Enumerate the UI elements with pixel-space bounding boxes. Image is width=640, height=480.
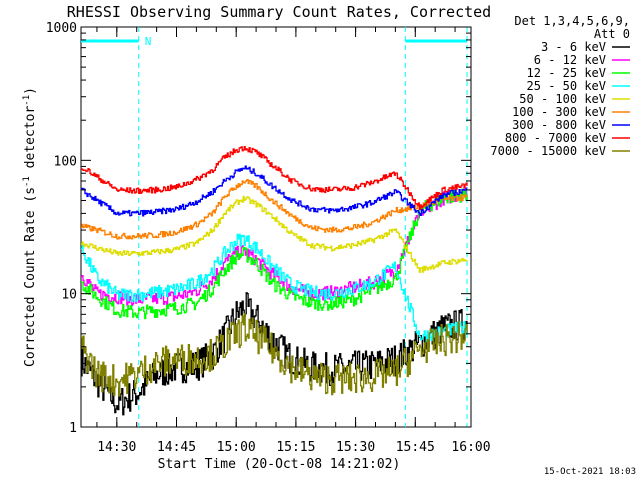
series-line-8 bbox=[81, 146, 468, 211]
x-axis-label: Start Time (20-Oct-08 14:21:02) bbox=[158, 457, 401, 472]
series-line-4 bbox=[81, 233, 468, 343]
series-line-7 bbox=[81, 165, 468, 217]
y-axis-label-end: ) bbox=[23, 87, 38, 95]
y-axis-label: Corrected Count Rate (s-1 detector-1) bbox=[22, 87, 38, 367]
legend-label: 50 - 100 keV bbox=[519, 92, 606, 106]
corner-timestamp: 15-Oct-2021 18:03 bbox=[544, 467, 636, 477]
y-tick-label: 10 bbox=[61, 288, 77, 303]
legend-header-line2: Att 0 bbox=[594, 27, 630, 41]
y-axis: 1 10 100 1000 bbox=[46, 21, 471, 436]
x-axis: 14:30 14:45 15:00 15:15 15:30 15:45 16:00 bbox=[96, 27, 491, 455]
legend-label: 3 - 6 keV bbox=[541, 40, 606, 54]
legend-label: 7000 - 15000 keV bbox=[490, 144, 606, 158]
x-tick-label: 14:30 bbox=[97, 440, 136, 455]
legend-label: 12 - 25 keV bbox=[527, 66, 606, 80]
x-tick-label: 15:15 bbox=[276, 440, 315, 455]
series-line-3 bbox=[81, 188, 468, 320]
y-axis-label-mid: detector bbox=[23, 106, 38, 177]
x-tick-label: 15:00 bbox=[217, 440, 256, 455]
series-line-9 bbox=[81, 313, 468, 397]
y-axis-label-sup1: -1 bbox=[22, 176, 32, 187]
x-tick-label: 14:45 bbox=[157, 440, 196, 455]
x-tick-label: 15:30 bbox=[336, 440, 375, 455]
legend-label: 6 - 12 keV bbox=[534, 53, 606, 67]
series-layer bbox=[81, 146, 468, 416]
legend-label: 25 - 50 keV bbox=[527, 79, 606, 93]
series-line-6 bbox=[81, 178, 468, 240]
night-flag-label: N bbox=[145, 35, 152, 48]
x-tick-label: 16:00 bbox=[451, 440, 490, 455]
chart-title: RHESSI Observing Summary Count Rates, Co… bbox=[67, 3, 491, 21]
legend-label: 100 - 300 keV bbox=[512, 105, 606, 119]
y-tick-label: 100 bbox=[54, 154, 77, 169]
series-line-5 bbox=[81, 195, 468, 273]
legend-header-line1: Det 1,3,4,5,6,9, bbox=[514, 14, 630, 28]
y-axis-label-sup2: -1 bbox=[22, 95, 32, 106]
legend-label: 300 - 800 keV bbox=[512, 118, 606, 132]
y-tick-label: 1 bbox=[69, 421, 77, 436]
legend-label: 800 - 7000 keV bbox=[505, 131, 606, 145]
x-tick-label: 15:45 bbox=[396, 440, 435, 455]
y-tick-label: 1000 bbox=[46, 21, 77, 36]
y-axis-label-main: Corrected Count Rate (s bbox=[23, 187, 38, 367]
